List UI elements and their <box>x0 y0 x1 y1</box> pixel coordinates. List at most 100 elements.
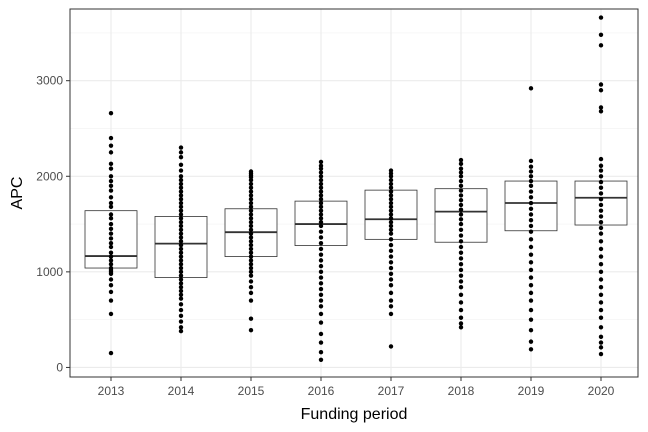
point-2019 <box>528 317 534 322</box>
point-2015 <box>248 298 254 303</box>
point-2014 <box>178 265 184 271</box>
point-2016 <box>318 204 324 210</box>
point-2014 <box>178 145 184 150</box>
point-2020 <box>598 284 604 290</box>
point-2014 <box>178 313 184 319</box>
point-2017 <box>388 168 394 173</box>
point-2020 <box>598 179 604 185</box>
point-2019 <box>528 275 534 280</box>
point-2019 <box>528 200 534 206</box>
point-2016 <box>318 252 324 257</box>
x-tick-label: 2015 <box>238 384 265 398</box>
point-2019 <box>528 218 534 223</box>
point-2014 <box>178 302 184 307</box>
point-2016 <box>318 219 324 225</box>
point-2014 <box>178 177 184 183</box>
point-2016 <box>318 298 324 303</box>
point-2017 <box>388 283 394 288</box>
point-2018 <box>458 193 464 198</box>
point-2018 <box>458 321 464 326</box>
y-tick-label: 3000 <box>36 74 63 88</box>
point-2013 <box>108 298 114 303</box>
point-2015 <box>248 269 254 275</box>
point-2017 <box>388 193 394 198</box>
point-2013 <box>108 212 114 217</box>
point-2017 <box>388 260 394 265</box>
point-2018 <box>458 212 464 217</box>
point-2013 <box>108 174 114 179</box>
point-2017 <box>388 231 394 236</box>
x-tick-label: 2017 <box>378 384 405 398</box>
y-tick-label: 1000 <box>36 265 63 279</box>
point-2015 <box>248 262 254 267</box>
point-2017 <box>388 304 394 309</box>
point-2013 <box>108 221 114 227</box>
point-2016 <box>318 163 324 168</box>
point-2014 <box>178 254 184 259</box>
point-2019 <box>528 347 534 352</box>
point-2016 <box>318 286 324 292</box>
point-2015 <box>248 181 254 187</box>
point-2016 <box>318 200 324 206</box>
point-2018 <box>458 279 464 284</box>
point-2019 <box>528 327 534 333</box>
point-2013 <box>108 236 114 241</box>
point-2020 <box>598 277 604 282</box>
point-2019 <box>528 223 534 229</box>
point-2016 <box>318 174 324 179</box>
point-2018 <box>458 262 464 267</box>
point-2014 <box>178 328 184 334</box>
point-2016 <box>318 193 324 198</box>
point-2019 <box>528 212 534 217</box>
point-2019 <box>528 298 534 303</box>
point-2013 <box>108 250 114 255</box>
point-2013 <box>108 161 114 167</box>
point-2016 <box>318 212 324 217</box>
point-2018 <box>458 157 464 163</box>
point-2017 <box>388 181 394 187</box>
point-2019 <box>528 260 534 265</box>
point-2016 <box>318 269 324 275</box>
point-2017 <box>388 298 394 303</box>
point-2015 <box>248 193 254 198</box>
y-tick-label: 0 <box>56 360 63 374</box>
point-2016 <box>318 340 324 345</box>
point-2019 <box>528 158 534 164</box>
point-2015 <box>248 212 254 217</box>
point-2020 <box>598 300 604 305</box>
point-2019 <box>528 169 534 174</box>
point-2017 <box>388 177 394 183</box>
point-2020 <box>598 191 604 196</box>
point-2014 <box>178 258 184 263</box>
point-2013 <box>108 135 114 141</box>
point-2019 <box>528 290 534 296</box>
y-axis: 0 1000 2000 3000 <box>36 74 70 374</box>
point-2017 <box>388 185 394 190</box>
point-2015 <box>248 200 254 206</box>
point-2013 <box>108 311 114 317</box>
point-2018 <box>458 256 464 261</box>
point-2020 <box>598 269 604 275</box>
point-2013 <box>108 262 114 267</box>
point-2015 <box>248 219 254 225</box>
point-2014 <box>178 242 184 248</box>
point-2016 <box>318 197 324 202</box>
point-2017 <box>388 311 394 317</box>
point-2016 <box>318 223 324 229</box>
point-2018 <box>458 273 464 278</box>
point-2016 <box>318 159 324 165</box>
point-2020 <box>598 231 604 236</box>
point-2015 <box>248 169 254 174</box>
point-2016 <box>318 177 324 183</box>
point-2015 <box>248 246 254 252</box>
point-2015 <box>248 204 254 210</box>
point-2014 <box>178 235 184 240</box>
point-2019 <box>528 244 534 250</box>
point-2015 <box>248 185 254 190</box>
point-2019 <box>528 164 534 169</box>
point-2017 <box>388 248 394 254</box>
point-2016 <box>318 331 324 337</box>
point-2019 <box>528 174 534 179</box>
point-2018 <box>458 307 464 313</box>
